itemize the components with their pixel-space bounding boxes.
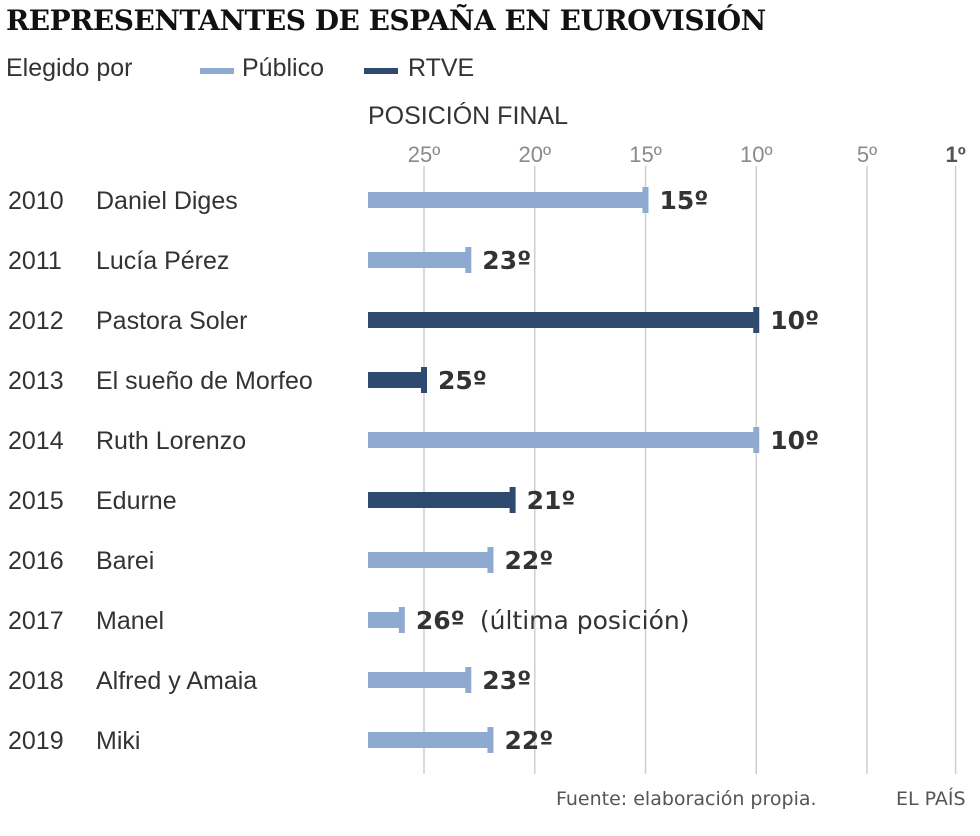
bar bbox=[368, 192, 646, 208]
legend-swatch-publico bbox=[200, 68, 234, 74]
bar bbox=[368, 372, 424, 388]
bar-end-cap bbox=[642, 187, 649, 213]
row-artist: Miki bbox=[96, 727, 140, 755]
x-tick-label: 20º bbox=[518, 142, 551, 167]
data-label: 22º bbox=[504, 726, 553, 755]
x-tick-label: 10º bbox=[740, 142, 773, 167]
bar bbox=[368, 252, 469, 268]
bar bbox=[368, 672, 469, 688]
row-artist: El sueño de Morfeo bbox=[96, 367, 313, 395]
x-axis-title: POSICIÓN FINAL bbox=[368, 101, 568, 130]
row-artist: Lucía Pérez bbox=[96, 247, 229, 275]
row-artist: Barei bbox=[96, 547, 154, 575]
row-artist: Pastora Soler bbox=[96, 307, 247, 335]
row-year: 2016 bbox=[8, 547, 64, 575]
chart-title: REPRESENTANTES DE ESPAÑA EN EUROVISIÓN bbox=[6, 4, 766, 37]
legend-item-rtve: RTVE bbox=[408, 54, 475, 82]
brand-credit: EL PAÍS bbox=[896, 788, 966, 810]
data-label: 10º bbox=[770, 426, 819, 455]
row-year: 2012 bbox=[8, 307, 64, 335]
bar-end-cap bbox=[398, 607, 405, 633]
bar-end-cap bbox=[487, 727, 494, 753]
row-year: 2019 bbox=[8, 727, 64, 755]
data-label: 26º bbox=[416, 606, 465, 635]
legend-label: Elegido por bbox=[6, 54, 133, 82]
data-label: 23º bbox=[482, 246, 531, 275]
row-artist: Edurne bbox=[96, 487, 177, 515]
bar bbox=[368, 732, 491, 748]
row-year: 2014 bbox=[8, 427, 64, 455]
row-year: 2017 bbox=[8, 607, 64, 635]
legend-item-publico: Público bbox=[242, 54, 324, 82]
row-artist: Daniel Diges bbox=[96, 187, 238, 215]
bar bbox=[368, 432, 757, 448]
row-year: 2018 bbox=[8, 667, 64, 695]
data-label-note: (última posición) bbox=[480, 606, 690, 635]
row-artist: Manel bbox=[96, 607, 164, 635]
row-artist: Alfred y Amaia bbox=[96, 667, 257, 695]
data-label: 10º bbox=[770, 306, 819, 335]
bar-end-cap bbox=[509, 487, 516, 513]
data-label: 25º bbox=[438, 366, 487, 395]
data-label: 22º bbox=[504, 546, 553, 575]
bar bbox=[368, 492, 513, 508]
x-tick-label: 15º bbox=[629, 142, 662, 167]
bar bbox=[368, 312, 757, 328]
row-year: 2011 bbox=[8, 247, 62, 275]
x-tick-label: 1º bbox=[945, 142, 965, 167]
bar-end-cap bbox=[753, 307, 760, 333]
source-note: Fuente: elaboración propia. bbox=[556, 788, 817, 810]
bar bbox=[368, 612, 402, 628]
row-year: 2015 bbox=[8, 487, 64, 515]
data-label: 21º bbox=[527, 486, 576, 515]
row-artist: Ruth Lorenzo bbox=[96, 427, 246, 455]
bar-end-cap bbox=[753, 427, 760, 453]
row-year: 2010 bbox=[8, 187, 64, 215]
bar bbox=[368, 552, 491, 568]
data-label: 23º bbox=[482, 666, 531, 695]
bar-end-cap bbox=[421, 367, 427, 393]
data-label: 15º bbox=[660, 186, 709, 215]
x-tick-label: 5º bbox=[857, 142, 877, 167]
legend-swatch-rtve bbox=[364, 68, 398, 74]
bar-end-cap bbox=[465, 247, 472, 273]
bar-end-cap bbox=[487, 547, 494, 573]
x-tick-label: 25º bbox=[408, 142, 441, 167]
bar-end-cap bbox=[465, 667, 472, 693]
row-year: 2013 bbox=[8, 367, 64, 395]
